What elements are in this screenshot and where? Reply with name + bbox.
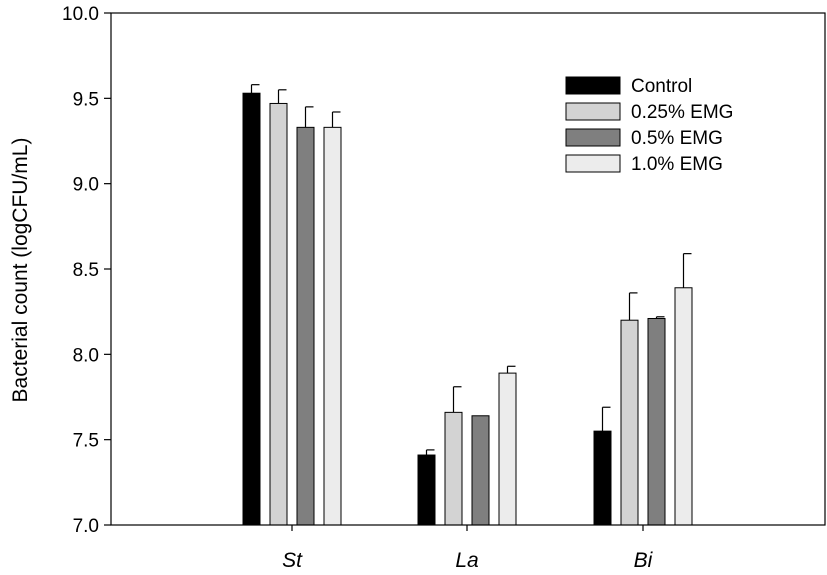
bar: [242, 92, 261, 526]
legend-label: 0.5% EMG: [631, 128, 723, 149]
plot-frame: [110, 12, 826, 526]
y-tick-label: 9.0: [73, 175, 99, 196]
x-axis-category-labels: St La Bi: [282, 525, 654, 572]
legend-swatch: [565, 154, 621, 173]
bar: [269, 102, 288, 526]
legend-label: 1.0% EMG: [631, 154, 723, 175]
legend-swatch: [565, 128, 621, 147]
bar: [593, 430, 612, 526]
y-tick-label: 9.5: [73, 89, 99, 110]
legend-swatch: [565, 102, 621, 121]
bar: [620, 319, 639, 526]
bars: [242, 92, 693, 526]
legend-swatch: [565, 76, 621, 95]
legend-label: 0.25% EMG: [631, 102, 733, 123]
y-axis-ticks: 7.0 7.5 8.0 8.5 9.0 9.5 10.0: [62, 4, 111, 537]
y-tick-label: 7.5: [73, 431, 99, 452]
x-category-label: St: [282, 549, 303, 572]
bar: [647, 317, 666, 526]
legend-label: Control: [631, 76, 692, 97]
legend: Control 0.25% EMG 0.5% EMG 1.0% EMG: [565, 76, 733, 175]
bar: [444, 411, 463, 526]
bar: [323, 126, 342, 526]
error-bars: [250, 84, 692, 456]
y-axis-title: Bacterial count (logCFU/mL): [9, 138, 32, 403]
x-category-label: Bi: [634, 549, 654, 572]
bar: [674, 287, 693, 526]
y-tick-label: 8.0: [73, 345, 99, 366]
bar: [471, 415, 490, 526]
y-tick-label: 8.5: [73, 260, 99, 281]
bar: [498, 372, 517, 526]
y-tick-label: 7.0: [73, 516, 99, 537]
x-category-label: La: [455, 549, 478, 572]
bar: [417, 454, 436, 526]
bar: [296, 126, 315, 526]
y-tick-label: 10.0: [62, 4, 99, 25]
